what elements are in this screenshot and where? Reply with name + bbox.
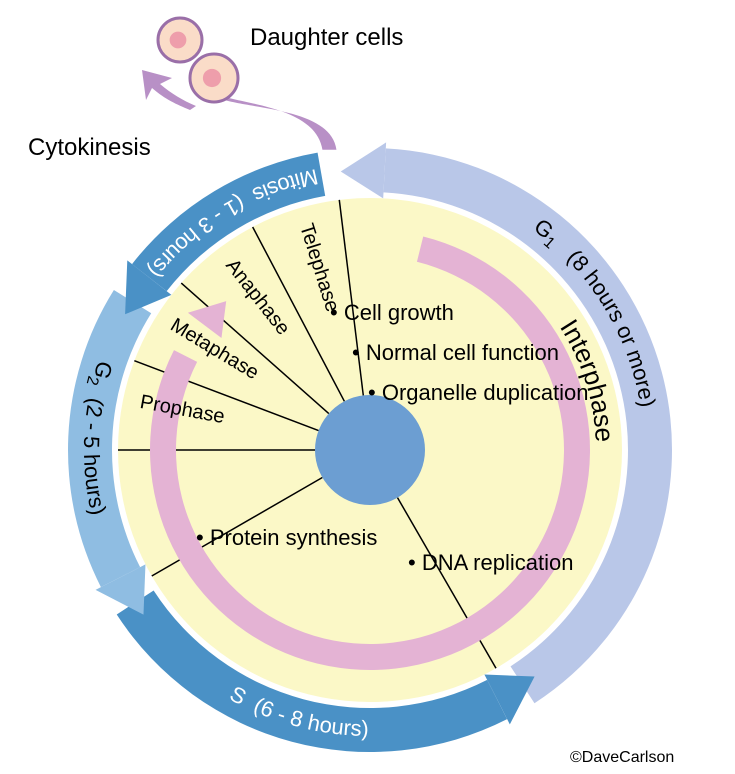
g1-bullet-0: • Cell growth xyxy=(330,300,454,325)
cytokinesis-label: Cytokinesis xyxy=(28,134,151,161)
g1-bullet-2: • Organelle duplication xyxy=(368,380,589,405)
center-circle xyxy=(315,395,425,505)
credit: ©DaveCarlson xyxy=(570,749,674,766)
g2-bullet: • Protein synthesis xyxy=(196,525,377,550)
g1-bullet-1: • Normal cell function xyxy=(352,340,559,365)
s-bullet: • DNA replication xyxy=(408,550,573,575)
daughter-cells xyxy=(158,18,238,102)
daughter-cells-label: Daughter cells xyxy=(250,24,403,51)
cytokinesis-branch xyxy=(142,70,196,110)
arrow-g1 xyxy=(341,142,386,198)
